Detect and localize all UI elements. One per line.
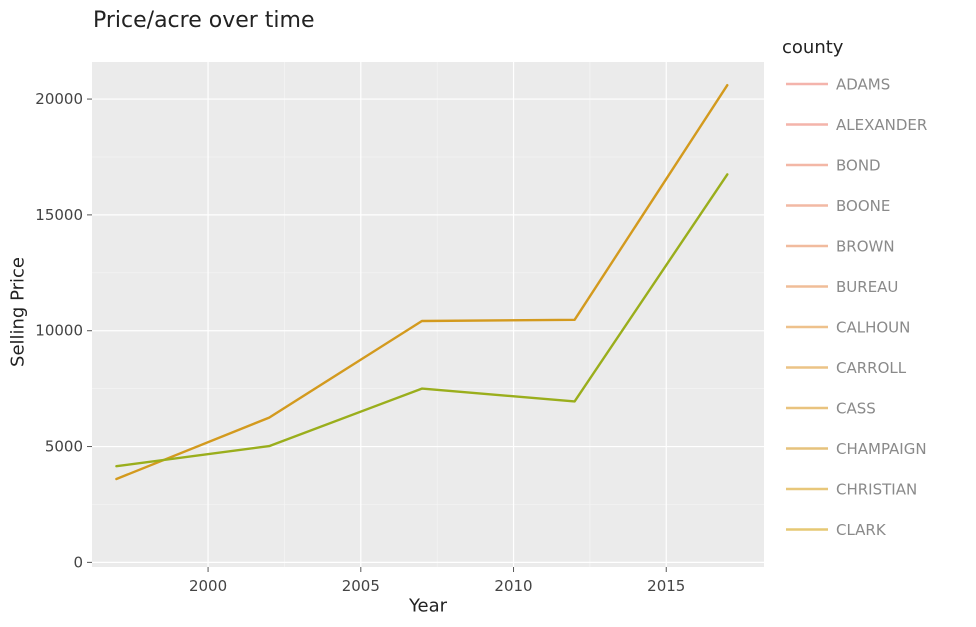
x-tick-label: 2005 <box>342 577 380 595</box>
y-tick-label: 5000 <box>45 438 83 456</box>
y-tick-label: 20000 <box>35 90 83 108</box>
legend-label: CHAMPAIGN <box>836 440 927 458</box>
x-tick-label: 2015 <box>647 577 685 595</box>
legend-item-calhoun[interactable]: CALHOUN <box>786 319 910 337</box>
legend-item-boone[interactable]: BOONE <box>786 197 890 215</box>
y-axis: 0 5000 10000 15000 20000 <box>35 90 92 571</box>
legend-label: CHRISTIAN <box>836 481 917 499</box>
grid-lines <box>92 62 764 567</box>
y-tick-label: 10000 <box>35 322 83 340</box>
legend-item-bond[interactable]: BOND <box>786 157 881 175</box>
legend-label: CASS <box>836 400 876 418</box>
legend-label: BOND <box>836 157 881 175</box>
legend-item-brown[interactable]: BROWN <box>786 238 895 256</box>
x-axis-label: Year <box>408 595 448 617</box>
legend-title: county <box>782 37 844 58</box>
plot-background <box>92 62 764 567</box>
y-axis-label: Selling Price <box>7 257 29 367</box>
legend-item-clark[interactable]: CLARK <box>786 521 887 539</box>
legend[interactable]: ADAMS ALEXANDER BOND BOONE BROWN BUREAU CALHOU… <box>786 76 927 540</box>
legend-item-christian[interactable]: CHRISTIAN <box>786 481 917 499</box>
legend-item-adams[interactable]: ADAMS <box>786 76 890 94</box>
legend-label: BOONE <box>836 197 890 215</box>
x-tick-label: 2000 <box>189 577 227 595</box>
legend-label: ADAMS <box>836 76 890 94</box>
series-lines <box>115 83 729 481</box>
legend-label: CALHOUN <box>836 319 910 337</box>
legend-items: ADAMS ALEXANDER BOND BOONE BROWN BUREAU CALHOU… <box>786 76 927 539</box>
legend-item-champaign[interactable]: CHAMPAIGN <box>786 440 927 458</box>
x-axis: 2000 2005 2010 2015 <box>189 567 685 595</box>
x-tick-label: 2010 <box>494 577 532 595</box>
legend-item-bureau[interactable]: BUREAU <box>786 278 898 296</box>
legend-label: BUREAU <box>836 278 898 296</box>
y-tick-label: 0 <box>73 553 83 571</box>
legend-label: BROWN <box>836 238 895 256</box>
y-tick-label: 15000 <box>35 206 83 224</box>
legend-item-alexander[interactable]: ALEXANDER <box>786 116 927 134</box>
series-line-champaign <box>115 83 729 481</box>
legend-item-cass[interactable]: CASS <box>786 400 876 418</box>
series-line-2 <box>115 173 729 468</box>
legend-label: ALEXANDER <box>836 116 927 134</box>
chart-title: Price/acre over time <box>93 8 315 33</box>
legend-item-carroll[interactable]: CARROLL <box>786 359 907 377</box>
legend-label: CLARK <box>836 521 887 539</box>
legend-label: CARROLL <box>836 359 907 377</box>
